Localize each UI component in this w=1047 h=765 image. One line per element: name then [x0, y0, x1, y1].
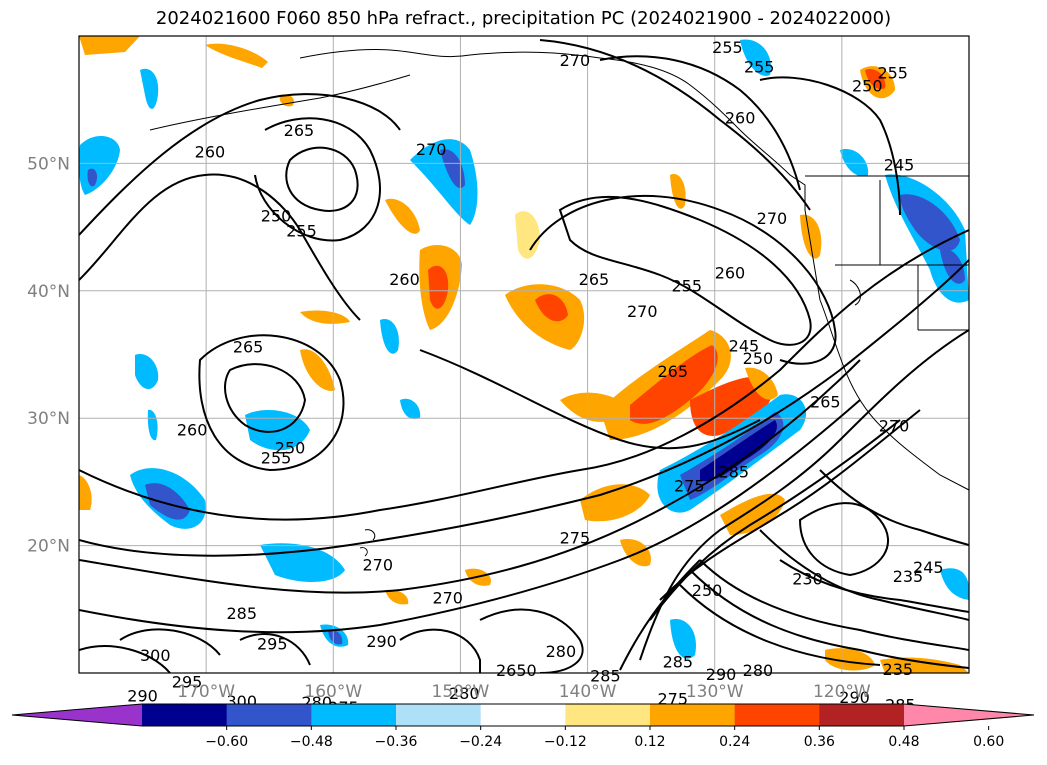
contour-label: 270 — [416, 140, 447, 159]
contour-label: 270 — [432, 589, 463, 608]
contour-label: 260 — [389, 270, 420, 289]
contour-label: 250 — [692, 581, 723, 600]
contour-label: 280 — [546, 642, 577, 661]
contour-label: 270 — [757, 209, 788, 228]
colorbar-bin — [819, 704, 905, 726]
colorbar-extend-low — [12, 704, 142, 726]
contour-label: 280 — [743, 661, 774, 680]
contour-label: 230 — [792, 569, 823, 588]
contour-label: 255 — [744, 57, 775, 76]
longitude-label: 140°W — [559, 682, 617, 702]
colorbar-bin — [650, 704, 736, 726]
refractivity-contours — [79, 39, 969, 673]
contour-label: 290 — [839, 688, 870, 707]
colorbar-label: −0.12 — [544, 734, 587, 750]
contour-label: 260 — [725, 108, 756, 127]
contour-label: 235 — [883, 660, 914, 679]
contour-label: 2650 — [496, 661, 537, 680]
contour-label: 265 — [657, 362, 688, 381]
contour-label: 250 — [743, 349, 774, 368]
contour-label: 245 — [913, 558, 944, 577]
colorbar-label: −0.24 — [459, 734, 502, 750]
contour-label: 300 — [140, 646, 171, 665]
contour-labels: 2702552552602502552452702652602502552702… — [127, 38, 943, 717]
longitude-label: 160°W — [304, 682, 362, 702]
contour-label: 245 — [729, 336, 760, 355]
latitude-labels: 50°N 40°N 30°N 20°N — [27, 154, 70, 556]
contour-label: 255 — [671, 276, 702, 295]
contour-label: 250 — [275, 438, 306, 457]
colorbar-bin — [565, 704, 651, 726]
colorbar-label: −0.48 — [290, 734, 333, 750]
colorbar-bin — [226, 704, 312, 726]
colorbar-label: −0.36 — [375, 734, 418, 750]
colorbar-bin — [142, 704, 228, 726]
colorbar-bin — [480, 704, 566, 726]
colorbar: −0.60 −0.48 −0.36 −0.24 −0.12 0.12 0.24 0.36 0.4… — [11, 703, 1035, 750]
contour-label: 285 — [590, 666, 621, 685]
contour-label: 255 — [712, 38, 743, 57]
contour-label: 270 — [363, 555, 394, 574]
contour-label: 265 — [284, 121, 315, 140]
contour-label: 275 — [674, 476, 705, 495]
contour-label: 250 — [852, 76, 883, 95]
colorbar-label: 0.12 — [634, 734, 665, 750]
colorbar-bin — [396, 704, 482, 726]
contour-label: 255 — [877, 64, 908, 83]
longitude-labels: 170°W 160°W 150°W 140°W 130°W 120°W — [177, 682, 871, 702]
longitude-label: 150°W — [432, 682, 490, 702]
contour-label: 250 — [261, 206, 292, 225]
contour-label: 260 — [177, 420, 208, 439]
contour-label: 270 — [560, 51, 591, 70]
contour-label: 255 — [286, 222, 317, 241]
contour-label: 290 — [127, 687, 158, 706]
contour-label: 265 — [233, 338, 264, 357]
contour-label: 255 — [261, 448, 292, 467]
longitude-label: 130°W — [686, 682, 744, 702]
contour-label: 285 — [663, 652, 694, 671]
longitude-label: 120°W — [813, 682, 871, 702]
map-title: 2024021600 F060 850 hPa refract., precip… — [155, 8, 892, 29]
graticule-grid — [79, 36, 969, 673]
colorbar-bin — [734, 704, 820, 726]
contour-label: 270 — [879, 417, 910, 436]
contour-label: 295 — [172, 673, 203, 692]
contour-label: 245 — [884, 155, 915, 174]
contour-label: 285 — [226, 604, 257, 623]
colorbar-label: 0.24 — [719, 734, 750, 750]
contour-label: 290 — [706, 665, 737, 684]
contour-label: 260 — [195, 143, 226, 162]
latitude-label: 20°N — [27, 537, 70, 557]
contour-label: 260 — [715, 264, 746, 283]
contour-label: 295 — [257, 634, 288, 653]
colorbar-bin — [311, 704, 397, 726]
contour-label: 270 — [627, 302, 658, 321]
contour-label: 280 — [449, 684, 480, 703]
latitude-label: 30°N — [27, 409, 70, 429]
coastlines — [149, 48, 969, 557]
colorbar-label: 0.60 — [973, 734, 1004, 750]
latitude-label: 40°N — [27, 282, 70, 302]
latitude-label: 50°N — [27, 154, 70, 174]
colorbar-label: −0.60 — [205, 734, 248, 750]
map-plot-area — [79, 36, 969, 673]
contour-label: 235 — [893, 567, 924, 586]
precipitation-shading — [79, 36, 969, 673]
contour-label: 265 — [579, 270, 610, 289]
contour-label: 275 — [560, 529, 591, 548]
colorbar-outline — [11, 703, 1035, 727]
map-frame — [78, 35, 970, 674]
contour-label: 290 — [366, 632, 397, 651]
contour-label: 265 — [810, 392, 841, 411]
colorbar-extend-high — [904, 704, 1034, 726]
colorbar-label: 0.36 — [804, 734, 835, 750]
contour-label: 285 — [719, 462, 750, 481]
longitude-label: 170°W — [177, 682, 235, 702]
colorbar-label: 0.48 — [888, 734, 919, 750]
